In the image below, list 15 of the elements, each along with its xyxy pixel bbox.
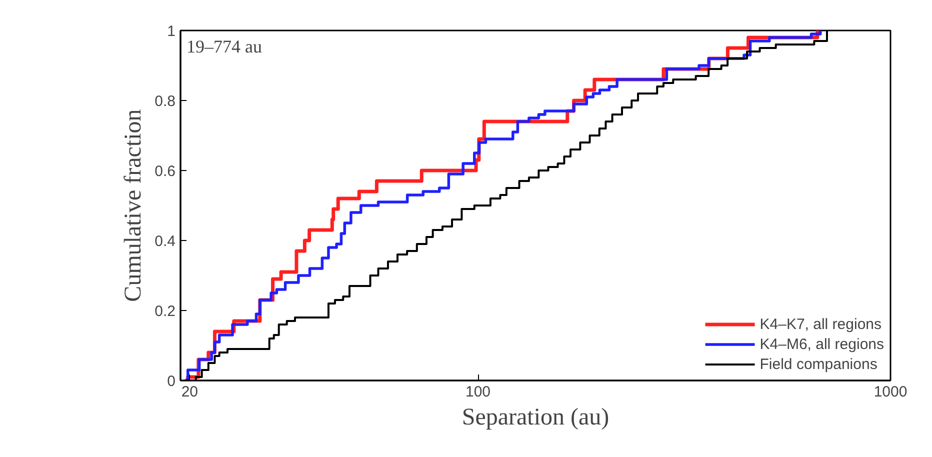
legend-label: K4–K7, all regions (760, 316, 882, 332)
y-tick-label: 0.8 (154, 93, 176, 110)
y-tick-label: 0 (167, 373, 176, 390)
y-axis-title: Cumulative fraction (120, 109, 147, 302)
legend-label: K4–M6, all regions (760, 336, 884, 352)
x-tick-label: 1000 (874, 384, 908, 400)
x-axis-title: Separation (au) (462, 404, 610, 430)
y-tick-label: 1 (167, 23, 176, 40)
y-tick-label: 0.6 (154, 163, 176, 180)
y-tick-label: 0.4 (154, 233, 176, 250)
x-tick-label: 100 (465, 384, 491, 400)
y-tick-label: 0.2 (154, 303, 176, 320)
legend-label: Field companions (760, 356, 878, 372)
annotation: 19–774 au (186, 36, 262, 56)
x-tick-label: 20 (181, 384, 198, 400)
